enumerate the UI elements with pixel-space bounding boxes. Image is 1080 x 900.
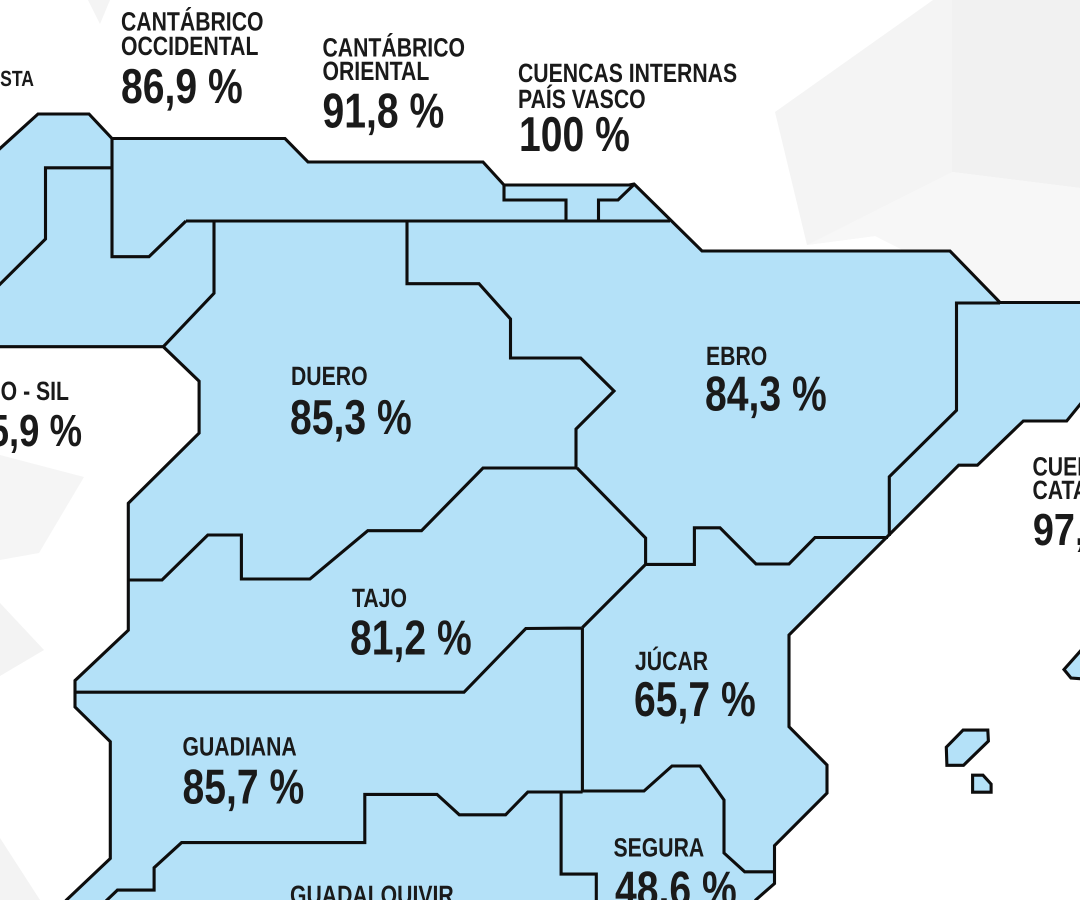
svg-text:100 %: 100 %	[519, 108, 630, 162]
svg-text:GUADIANA: GUADIANA	[183, 731, 297, 761]
svg-text:81,2 %: 81,2 %	[350, 612, 472, 666]
svg-text:85,7 %: 85,7 %	[183, 761, 305, 815]
svg-text:ORIENTAL: ORIENTAL	[323, 56, 430, 86]
svg-text:48,6 %: 48,6 %	[615, 862, 737, 900]
svg-text:CANTÁBRICO: CANTÁBRICO	[121, 7, 264, 37]
svg-text:OCCIDENTAL: OCCIDENTAL	[121, 31, 258, 61]
svg-text:JÚCAR: JÚCAR	[635, 646, 708, 676]
svg-text:DUERO: DUERO	[291, 361, 368, 391]
svg-text:SEGURA: SEGURA	[614, 833, 705, 863]
svg-text:86,9 %: 86,9 %	[121, 60, 243, 114]
svg-text:TAJO: TAJO	[352, 583, 407, 613]
svg-text:CANTÁBRICO: CANTÁBRICO	[323, 33, 466, 63]
svg-text:EBRO: EBRO	[706, 341, 767, 371]
svg-text:91,8 %: 91,8 %	[323, 85, 445, 139]
svg-text:GUADALQUIVIR: GUADALQUIVIR	[290, 880, 454, 900]
svg-text:CUENCAS INTERNAS: CUENCAS INTERNAS	[518, 58, 737, 88]
svg-text:97,2 %: 97,2 %	[1033, 504, 1080, 555]
svg-text:84,3 %: 84,3 %	[705, 368, 827, 422]
svg-text:PAÍS VASCO: PAÍS VASCO	[518, 84, 646, 114]
svg-text:CATALUÑA: CATALUÑA	[1033, 475, 1080, 505]
svg-text:CUENCAS INTERNAS: CUENCAS INTERNAS	[1033, 452, 1080, 482]
svg-text:65,7 %: 65,7 %	[634, 673, 756, 727]
svg-text:MIÑO - SIL: MIÑO - SIL	[0, 376, 69, 406]
svg-text:85,9 %: 85,9 %	[0, 405, 82, 456]
svg-text:85,3 %: 85,3 %	[290, 391, 412, 445]
svg-text:GALICIA COSTA: GALICIA COSTA	[0, 66, 34, 91]
